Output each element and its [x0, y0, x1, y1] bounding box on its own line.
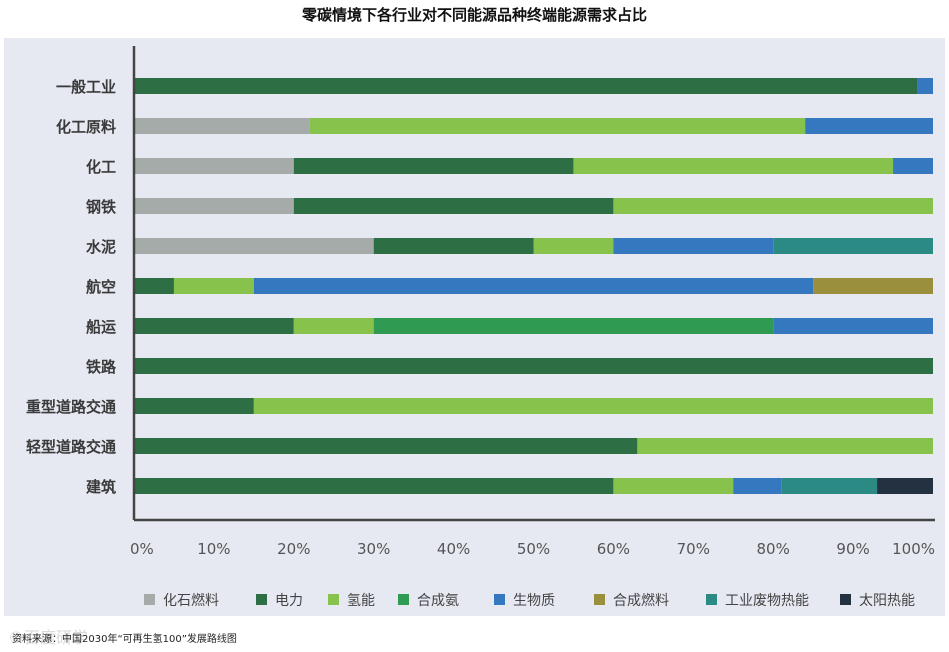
chart-panel: 一般工业化工原料化工钢铁水泥航空船运铁路重型道路交通 轻型道路交通建筑 0% 10% 2…	[4, 38, 945, 616]
x-tick-label: 40%	[437, 540, 470, 558]
x-tick-label: 100%	[892, 540, 935, 558]
bar-segment	[134, 78, 918, 94]
category-label: 建筑	[86, 478, 116, 496]
x-tick-label: 70%	[677, 540, 710, 558]
bar-segment	[637, 438, 933, 454]
bar-segment	[293, 318, 374, 334]
bar-segment	[373, 238, 534, 254]
legend-label: 化石燃料	[163, 592, 219, 609]
bar-segment	[893, 158, 933, 174]
bar-segment	[293, 198, 614, 214]
bar-segment	[573, 158, 894, 174]
legend-label: 合成燃料	[613, 592, 669, 609]
bar-segment	[134, 438, 638, 454]
category-label: 轻型道路交通	[26, 438, 116, 456]
bar-segment	[613, 238, 774, 254]
bar-segment	[134, 478, 614, 494]
chart-title: 零碳情境下各行业对不同能源品种终端能源需求占比	[301, 6, 647, 24]
legend-label: 工业废物热能	[725, 593, 809, 609]
bar-segment	[134, 278, 174, 294]
bar-segment	[253, 278, 814, 294]
x-tick-label: 60%	[597, 540, 630, 558]
bar-segment	[373, 318, 774, 334]
legend-swatch	[398, 594, 409, 605]
legend-label: 氢能	[347, 593, 375, 609]
bar-segment	[533, 238, 614, 254]
bar-segment	[917, 78, 933, 94]
legend-swatch	[256, 594, 267, 605]
category-label: 重型道路交通	[26, 398, 116, 416]
category-label: 水泥	[86, 238, 116, 256]
legend-swatch	[328, 594, 339, 605]
bar-segment	[773, 238, 933, 254]
category-label: 一般工业	[56, 78, 116, 96]
bar-segment	[134, 238, 374, 254]
x-tick-label: 20%	[277, 540, 310, 558]
source-note: 资料来源：中国2030年“可再生氢100”发展路线图	[12, 634, 237, 645]
legend-label: 合成氨	[417, 593, 459, 609]
legend-label: 生物质	[513, 593, 555, 609]
x-tick-label: 30%	[357, 540, 390, 558]
bar-segment	[773, 318, 933, 334]
bar-segment	[813, 278, 933, 294]
bar-segment	[805, 118, 933, 134]
x-tick-label: 50%	[517, 540, 550, 558]
bar-segment	[613, 198, 933, 214]
bar-segment	[173, 278, 254, 294]
category-label: 船运	[86, 318, 116, 336]
x-tick-label: 0%	[130, 540, 154, 558]
legend-swatch	[144, 594, 155, 605]
bar-segment	[134, 398, 254, 414]
legend-swatch	[594, 594, 605, 605]
x-tick-label: 10%	[197, 540, 230, 558]
category-label: 化工	[86, 158, 116, 176]
bar-segment	[134, 318, 294, 334]
bar-segment	[309, 118, 806, 134]
bar-segment	[781, 478, 878, 494]
legend-swatch	[706, 594, 717, 605]
bar-segment	[134, 358, 933, 374]
category-label: 铁路	[86, 358, 117, 376]
legend-label: 电力	[275, 593, 303, 609]
bar-segment	[613, 478, 734, 494]
category-label: 钢铁	[86, 198, 116, 216]
x-tick-label: 80%	[757, 540, 790, 558]
legend-label: 太阳热能	[859, 593, 915, 609]
category-label: 航空	[86, 278, 116, 296]
bar-segment	[134, 158, 294, 174]
bar-segment	[293, 158, 574, 174]
x-tick-label: 90%	[836, 540, 869, 558]
category-label: 化工原料	[56, 118, 116, 136]
legend-swatch	[494, 594, 505, 605]
bar-segment	[253, 398, 934, 414]
bar-segment	[733, 478, 782, 494]
legend-swatch	[840, 594, 851, 605]
watermark: ©百度研学	[8, 628, 89, 647]
bar-segment	[134, 118, 310, 134]
bar-segment	[134, 198, 294, 214]
bar-segment	[877, 478, 933, 494]
